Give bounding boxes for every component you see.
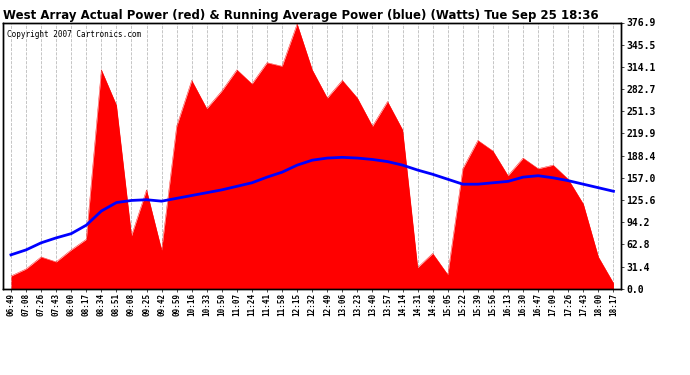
Text: Copyright 2007 Cartronics.com: Copyright 2007 Cartronics.com <box>6 30 141 39</box>
Text: West Array Actual Power (red) & Running Average Power (blue) (Watts) Tue Sep 25 : West Array Actual Power (red) & Running … <box>3 9 599 22</box>
